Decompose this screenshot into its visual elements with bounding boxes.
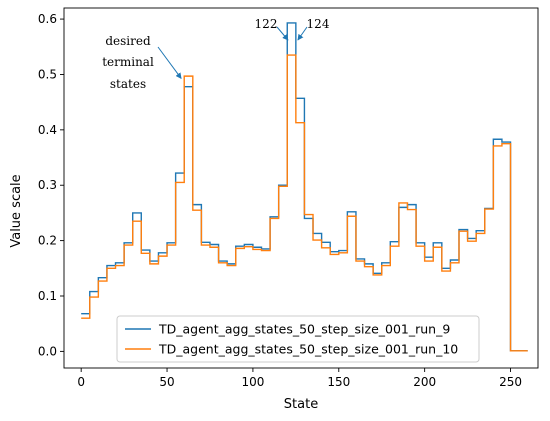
annotation-state-124: 124 <box>307 17 330 31</box>
y-axis-label: Value scale <box>9 174 24 247</box>
y-tick-label: 0.6 <box>38 12 57 26</box>
y-tick-label: 0.5 <box>38 67 57 81</box>
legend-box <box>116 315 480 363</box>
y-tick-label: 0.4 <box>38 123 57 137</box>
x-tick-label: 50 <box>159 375 174 389</box>
x-tick-label: 100 <box>241 375 264 389</box>
annotation-desired-terminal-states: terminal <box>102 55 154 69</box>
annotation-arrow <box>297 26 308 41</box>
x-tick-label: 0 <box>77 375 85 389</box>
series-line-2 <box>81 54 528 352</box>
annotation-desired-terminal-states: desired <box>105 34 151 48</box>
y-tick-label: 0.2 <box>38 234 57 248</box>
legend-label: TD_agent_agg_states_50_step_size_001_run… <box>158 342 458 357</box>
plot-frame <box>63 7 539 369</box>
legend-label: TD_agent_agg_states_50_step_size_001_run… <box>158 322 450 337</box>
y-tick-label: 0.3 <box>38 178 57 192</box>
annotation-arrow <box>276 26 289 41</box>
x-tick-label: 200 <box>413 375 436 389</box>
annotations: desired terminal states 122 124 <box>102 17 330 91</box>
annotation-arrow <box>157 46 182 79</box>
x-tick-label: 250 <box>499 375 522 389</box>
y-tick-label: 0.0 <box>38 344 57 358</box>
axes: 0 50 100 150 200 250 0.0 0.1 0.2 0.3 0.4 0.5 0.6 <box>38 7 539 389</box>
plot-area <box>81 22 528 352</box>
x-tick-label: 150 <box>327 375 350 389</box>
annotation-state-122: 122 <box>255 17 278 31</box>
annotation-desired-terminal-states: states <box>110 77 146 91</box>
y-tick-label: 0.1 <box>38 289 57 303</box>
x-axis-label: State <box>284 397 318 412</box>
legend: TD_agent_agg_states_50_step_size_001_run… <box>116 315 480 363</box>
